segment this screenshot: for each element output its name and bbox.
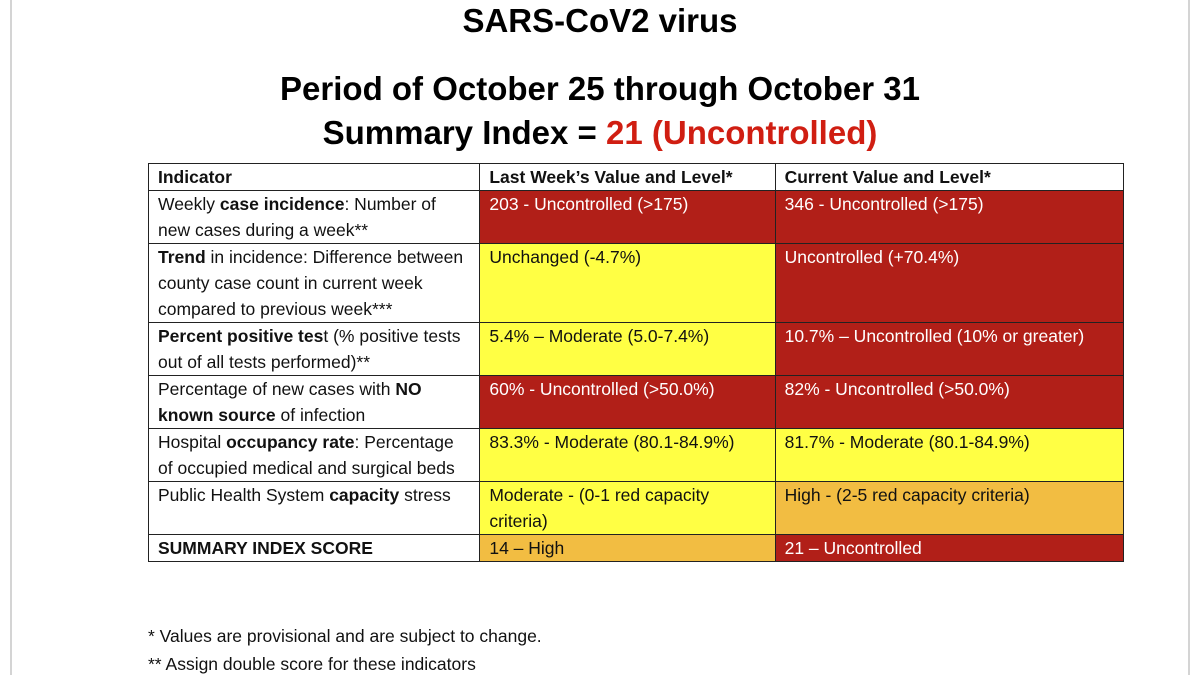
table-row: Public Health System capacity stress Mode… bbox=[147, 481, 1125, 535]
table-row: SUMMARY INDEX SCORE 14 – High 21 – Uncontr… bbox=[147, 534, 1125, 562]
table-row: Percentage of new cases with NO known so… bbox=[147, 375, 1125, 429]
indicator-text-bold: occupancy rate bbox=[226, 432, 355, 452]
last-week-value-cell: 60% - Uncontrolled (>50.0%) bbox=[479, 375, 776, 429]
summary-value: 21 (Uncontrolled) bbox=[606, 114, 878, 151]
current-value-cell: High - (2-5 red capacity criteria) bbox=[774, 481, 1125, 535]
indicator-cell: SUMMARY INDEX SCORE bbox=[147, 534, 481, 562]
last-week-value-cell: 203 - Uncontrolled (>175) bbox=[479, 190, 776, 244]
footnote-provisional: * Values are provisional and are subject… bbox=[148, 626, 542, 646]
indicator-text-bold: capacity bbox=[329, 485, 400, 505]
indicator-table: Indicator Last Week’s Value and Level* C… bbox=[147, 163, 1125, 562]
indicator-text-pre: Percentage of new cases with bbox=[158, 379, 396, 399]
last-week-value-cell: Moderate - (0-1 red capacity criteria) bbox=[479, 481, 776, 535]
indicator-text-bold: NO known source bbox=[158, 379, 422, 425]
indicator-text-bold: SUMMARY INDEX SCORE bbox=[158, 538, 373, 558]
table-row: Percent positive test (% positive tests … bbox=[147, 322, 1125, 376]
page-edge-left bbox=[10, 0, 12, 675]
last-week-value-cell: Unchanged (-4.7%) bbox=[479, 243, 776, 323]
indicator-cell: Weekly case incidence: Number of new cas… bbox=[147, 190, 481, 244]
indicator-cell: Percent positive test (% positive tests … bbox=[147, 322, 481, 376]
current-value-cell: 21 – Uncontrolled bbox=[774, 534, 1125, 562]
indicator-cell: Hospital occupancy rate: Percentage of o… bbox=[147, 428, 481, 482]
current-value-cell: 10.7% – Uncontrolled (10% or greater) bbox=[774, 322, 1125, 376]
column-header-last-week: Last Week’s Value and Level* bbox=[479, 163, 776, 191]
current-value-cell: 346 - Uncontrolled (>175) bbox=[774, 190, 1125, 244]
footnote-double-score: ** Assign double score for these indicat… bbox=[148, 654, 476, 674]
indicator-text-pre: Public Health System bbox=[158, 485, 330, 505]
indicator-text-post: stress bbox=[399, 485, 451, 505]
last-week-value-cell: 83.3% - Moderate (80.1-84.9%) bbox=[479, 428, 776, 482]
indicator-text-bold: Trend bbox=[158, 247, 206, 267]
current-value-cell: 81.7% - Moderate (80.1-84.9%) bbox=[774, 428, 1125, 482]
indicator-text-bold: Percent positive tes bbox=[158, 326, 324, 346]
column-header-current: Current Value and Level* bbox=[774, 163, 1125, 191]
table-row: Weekly case incidence: Number of new cas… bbox=[147, 190, 1125, 244]
column-header-indicator: Indicator bbox=[147, 163, 481, 191]
indicator-text-post: : Number of new cases during a week** bbox=[158, 194, 436, 240]
period-heading: Period of October 25 through October 31 bbox=[280, 70, 920, 107]
current-value-cell: 82% - Uncontrolled (>50.0%) bbox=[774, 375, 1125, 429]
indicator-text-post: : Percentage of occupied medical and sur… bbox=[158, 432, 455, 478]
summary-prefix: Summary Index = bbox=[322, 114, 606, 151]
indicator-text-bold: case incidence bbox=[219, 194, 345, 214]
last-week-value-cell: 5.4% – Moderate (5.0-7.4%) bbox=[479, 322, 776, 376]
indicator-text-pre: Weekly bbox=[158, 194, 220, 214]
table-header-row: Indicator Last Week’s Value and Level* C… bbox=[147, 163, 1125, 191]
document-title: SARS-CoV2 virus bbox=[462, 2, 738, 39]
indicator-text-pre: Hospital bbox=[158, 432, 227, 452]
indicator-text-post: t (% positive tests out of all tests per… bbox=[158, 326, 461, 372]
indicator-text-post: of infection bbox=[275, 405, 366, 425]
indicator-text-post: in incidence: Difference between county … bbox=[158, 247, 464, 319]
table-row: Trend in incidence: Difference between c… bbox=[147, 243, 1125, 323]
table-body: Weekly case incidence: Number of new cas… bbox=[147, 190, 1125, 562]
indicator-cell: Percentage of new cases with NO known so… bbox=[147, 375, 481, 429]
indicator-cell: Public Health System capacity stress bbox=[147, 481, 481, 535]
table-row: Hospital occupancy rate: Percentage of o… bbox=[147, 428, 1125, 482]
last-week-value-cell: 14 – High bbox=[479, 534, 776, 562]
page-edge-right bbox=[1188, 0, 1190, 675]
current-value-cell: Uncontrolled (+70.4%) bbox=[774, 243, 1125, 323]
indicator-cell: Trend in incidence: Difference between c… bbox=[147, 243, 481, 323]
summary-heading: Summary Index = 21 (Uncontrolled) bbox=[0, 114, 1200, 152]
